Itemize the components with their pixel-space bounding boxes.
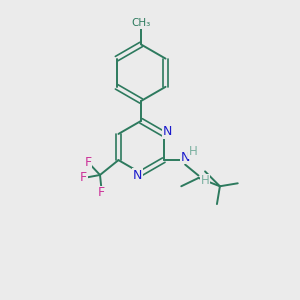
- Text: N: N: [163, 125, 172, 138]
- Text: CH₃: CH₃: [131, 18, 151, 28]
- Text: F: F: [98, 186, 105, 199]
- Text: H: H: [189, 145, 198, 158]
- Text: F: F: [85, 156, 92, 169]
- Text: N: N: [133, 169, 142, 182]
- Text: N: N: [180, 151, 190, 164]
- Text: H: H: [201, 174, 209, 188]
- Text: F: F: [80, 171, 87, 184]
